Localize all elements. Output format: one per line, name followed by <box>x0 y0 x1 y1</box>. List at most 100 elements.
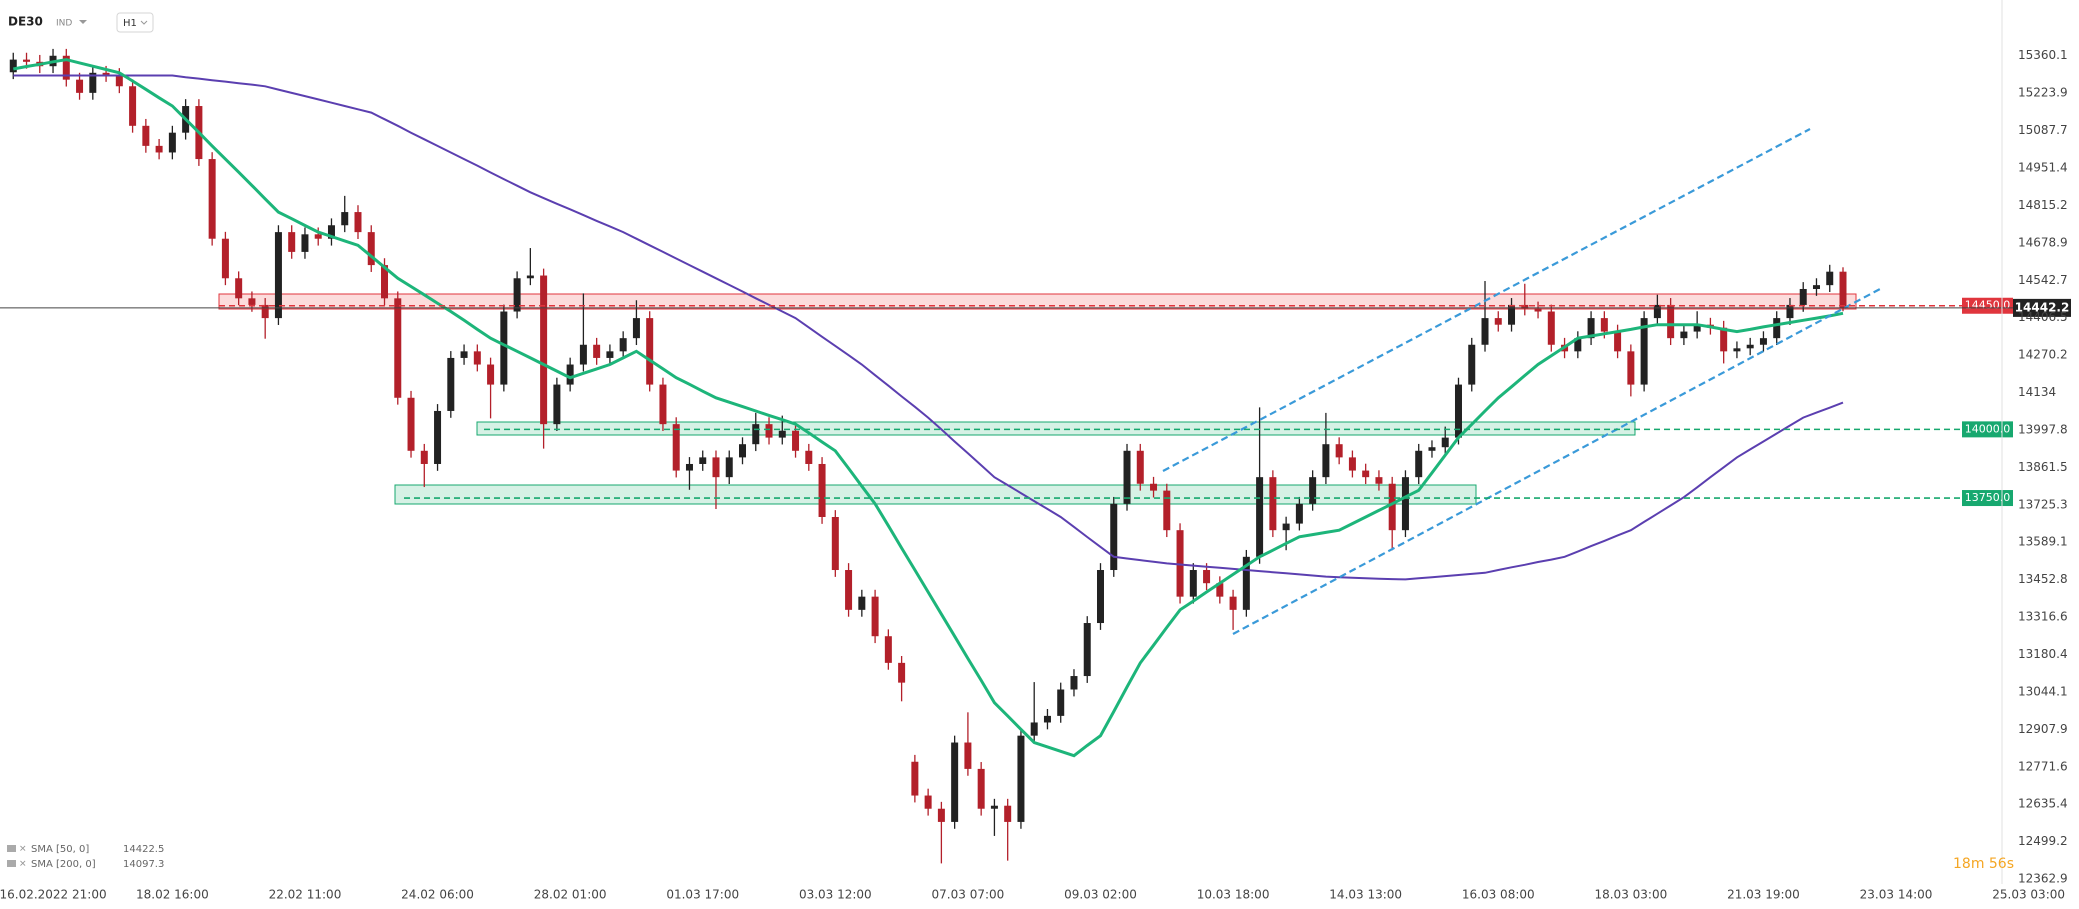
y-tick-label: 13452.8 <box>2018 572 2068 586</box>
candle-body <box>76 79 84 93</box>
badge: IND <box>56 19 72 29</box>
legend-icon-x: ✕ <box>19 845 27 855</box>
candle-body <box>752 424 760 445</box>
candle-body <box>778 430 786 438</box>
candle-body <box>818 463 826 517</box>
legend-icon[interactable] <box>7 860 16 867</box>
x-tick-label: 23.03 14:00 <box>1860 888 1933 902</box>
trend-channel <box>1162 128 1881 635</box>
candle-body <box>990 805 998 809</box>
candle-body <box>831 516 839 571</box>
candle-body <box>500 311 508 385</box>
x-tick-label: 01.03 17:00 <box>666 888 739 902</box>
candle-body <box>1348 457 1356 471</box>
header: DE30 IND H1 <box>8 12 154 33</box>
x-tick-label: 09.03 02:00 <box>1064 888 1137 902</box>
level-label: 14450.0 <box>1965 299 2011 312</box>
candle-body <box>606 351 614 358</box>
candle-body <box>977 768 985 809</box>
timer: 18m 56s <box>1953 856 2014 872</box>
candle-body <box>1269 477 1277 531</box>
candle-body <box>142 125 150 146</box>
candle-body <box>314 234 322 239</box>
candle-body <box>1256 477 1264 557</box>
candle-body <box>1759 338 1767 345</box>
candle-body <box>208 159 216 239</box>
candle-body <box>301 234 309 252</box>
candle-body <box>1454 384 1462 438</box>
dropdown-caret[interactable] <box>79 20 87 24</box>
candle-body <box>1309 477 1317 504</box>
candle-body <box>434 410 442 464</box>
candle-body <box>261 304 269 319</box>
candle-body <box>1720 327 1728 352</box>
candle-body <box>420 450 428 464</box>
candle-body <box>1799 288 1807 305</box>
candle-body <box>1587 318 1595 339</box>
candle-body <box>1547 311 1555 345</box>
timeframe[interactable]: H1 <box>123 18 137 29</box>
candle-body <box>579 344 587 365</box>
timeframe-box[interactable] <box>116 12 154 33</box>
x-tick-label: 18.03 03:00 <box>1594 888 1667 902</box>
candle-body <box>871 596 879 637</box>
candle-body <box>1415 450 1423 478</box>
candle-body <box>1441 437 1449 448</box>
x-tick-label: 18.02 16:00 <box>136 888 209 902</box>
candle-body <box>447 357 455 411</box>
candle-body <box>1375 477 1383 484</box>
candle-body <box>1468 344 1476 385</box>
candle-body <box>1322 444 1330 478</box>
candle-body <box>394 298 402 398</box>
candle-body <box>1362 470 1370 478</box>
candle-body <box>898 662 906 683</box>
candle-body <box>1839 271 1847 308</box>
y-tick-label: 14951.4 <box>2018 161 2068 175</box>
candle-body <box>1693 324 1701 332</box>
sma-line <box>13 58 1844 758</box>
candle-body <box>1004 805 1012 822</box>
y-tick-label: 13589.1 <box>2018 535 2068 549</box>
candle-body <box>168 132 176 153</box>
candle-body <box>566 364 574 385</box>
candle-body <box>354 212 362 233</box>
level-box <box>1962 297 2013 314</box>
x-tick-label: 16.03 08:00 <box>1462 888 1535 902</box>
candle-body <box>858 596 866 610</box>
y-tick-label: 13997.8 <box>2018 422 2068 436</box>
y-tick-label: 12771.6 <box>2018 759 2068 773</box>
level-box <box>1962 490 2013 507</box>
y-tick-label: 13180.4 <box>2018 647 2068 661</box>
y-tick-label: 12499.2 <box>2018 834 2068 848</box>
candle-body <box>792 430 800 451</box>
legend-name: SMA [50, 0] <box>31 844 89 855</box>
candle-body <box>672 424 680 471</box>
candle-body <box>1136 450 1144 484</box>
candle-body <box>911 761 919 796</box>
candle-body <box>102 72 110 75</box>
candle-body <box>367 232 375 266</box>
y-tick-label: 14270.2 <box>2018 348 2068 362</box>
levels: 14450.0 14000.0 13750.0 14442.2 <box>0 297 2071 507</box>
candle-body <box>1176 530 1184 597</box>
legend-icon[interactable] <box>7 845 16 852</box>
candle-body <box>1096 570 1104 624</box>
candle-body <box>129 86 137 126</box>
legend-name: SMA [200, 0] <box>31 859 96 870</box>
candle-body <box>1242 556 1250 610</box>
candle-body <box>155 145 163 153</box>
candle-body <box>327 225 335 239</box>
candle-body <box>1203 570 1211 584</box>
y-tick-label: 14678.9 <box>2018 235 2068 249</box>
candle-body <box>1574 338 1582 352</box>
candle-body <box>513 278 521 312</box>
candle-body <box>460 351 468 358</box>
candle-body <box>699 457 707 464</box>
candle-body <box>115 74 123 87</box>
channel-lower <box>1232 288 1881 635</box>
candle-body <box>619 338 627 352</box>
candle-body <box>62 55 70 80</box>
dropdown-caret <box>140 20 148 25</box>
legend: ✕ SMA [50, 0] 14422.5 ✕ SMA [200, 0] 14097.3 <box>7 844 164 870</box>
